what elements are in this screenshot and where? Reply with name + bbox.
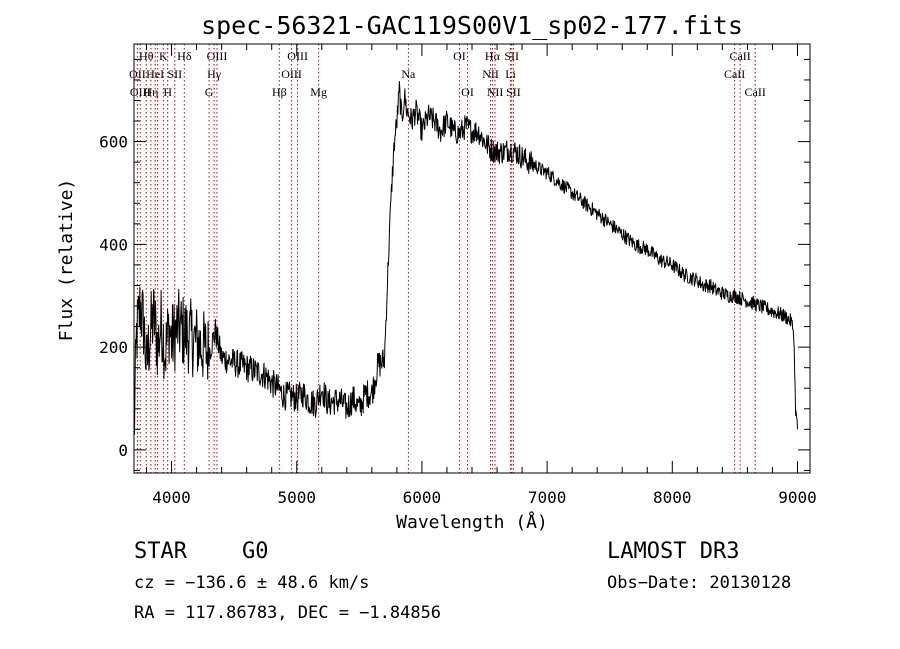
series-line-0: [133, 81, 798, 435]
marker-label-17: Na: [401, 67, 416, 81]
marker-label-21: Hα: [485, 49, 501, 63]
y-tick-label-0: 0: [118, 441, 128, 460]
marker-label-25: SII: [506, 85, 521, 99]
marker-label-24: SII: [504, 49, 519, 63]
marker-label-26: CaII: [724, 67, 745, 81]
chart-title: spec-56321-GAC119S00V1_sp02-177.fits: [201, 11, 743, 40]
series-layer: [133, 81, 798, 435]
object-class: STAR: [134, 539, 187, 564]
y-tick-label-3: 600: [99, 133, 128, 152]
marker-label-16: Mg: [310, 85, 327, 99]
marker-label-2: Hθ: [139, 49, 154, 63]
marker-label-1: OIII: [130, 85, 151, 99]
marker-label-20: NII: [482, 67, 499, 81]
x-tick-label-1: 5000: [277, 488, 316, 507]
object-subclass: G0: [242, 539, 269, 564]
x-tick-label-4: 8000: [653, 488, 692, 507]
marker-label-13: Hβ: [272, 85, 287, 99]
marker-label-4: HeI: [146, 67, 164, 81]
survey-label: LAMOST DR3: [607, 539, 740, 564]
y-tick-label-2: 400: [99, 235, 128, 254]
marker-label-6: K: [159, 49, 168, 63]
x-tick-label-2: 6000: [403, 488, 442, 507]
marker-label-8: SII: [167, 67, 182, 81]
marker-label-10: G: [205, 85, 214, 99]
marker-label-12: OIII: [207, 49, 228, 63]
plot-frame: [133, 43, 811, 474]
marker-label-0: OII: [129, 67, 146, 81]
marker-label-7: H: [163, 85, 172, 99]
marker-label-19: OI: [461, 85, 474, 99]
x-tick-label-5: 9000: [778, 488, 817, 507]
marker-label-27: CaII: [729, 49, 750, 63]
x-tick-label-0: 4000: [152, 488, 191, 507]
marker-label-22: NII: [487, 85, 504, 99]
marker-label-18: OI: [453, 49, 466, 63]
observation-date: Obs−Date: 20130128: [607, 573, 792, 593]
x-tick-label-3: 7000: [528, 488, 567, 507]
marker-label-23: Li: [505, 67, 516, 81]
coordinates: RA = 117.86783, DEC = −1.84856: [134, 603, 442, 623]
marker-label-9: Hδ: [177, 49, 192, 63]
x-axis-label: Wavelength (Å): [396, 511, 548, 533]
marker-label-11: Hγ: [207, 67, 222, 81]
marker-label-3: Hη: [143, 85, 158, 99]
y-axis-label: Flux (relative): [56, 179, 77, 342]
marker-label-15: OIII: [287, 49, 308, 63]
marker-label-14: OIII: [281, 67, 302, 81]
y-tick-label-1: 200: [99, 338, 128, 357]
line-markers: OII OIII Hθ Hη HeI K H SII Hδ G Hγ OIII Hβ OIII OIII Mg…: [129, 44, 766, 473]
redshift-velocity: cz = −136.6 ± 48.6 km/s: [134, 573, 370, 593]
x-axis: 4000 5000 6000 7000 8000 9000: [146, 44, 817, 507]
marker-label-28: CaII: [745, 85, 766, 99]
y-axis: 0 200 400 600: [99, 58, 810, 471]
